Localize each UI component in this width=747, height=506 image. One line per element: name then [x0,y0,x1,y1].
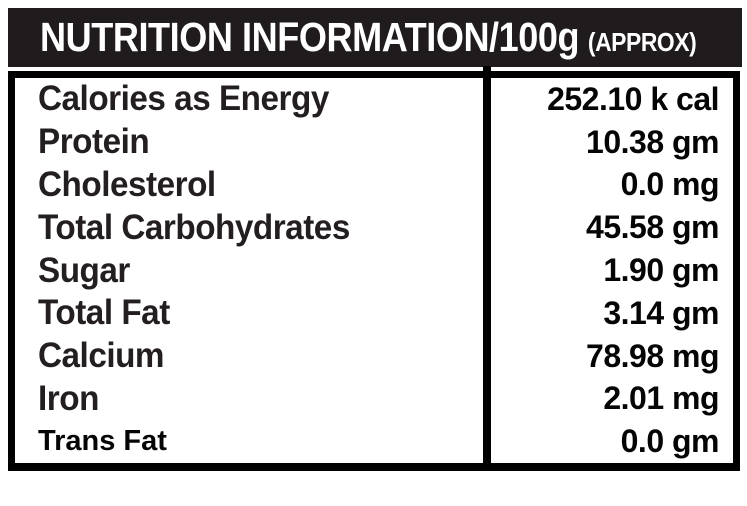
nutrient-value: 45.58 gm [586,209,719,246]
table-row-label: Iron [15,378,483,421]
nutrient-label: Total Fat [38,293,170,333]
table-row-value: 78.98 mg [491,335,733,378]
table-title: NUTRITION INFORMATION/100g [40,14,580,60]
nutrient-label: Cholesterol [38,164,216,204]
nutrient-value: 0.0 mg [620,166,720,203]
table-row-label: Protein [15,121,483,164]
table-row-value: 1.90 gm [491,249,733,292]
nutrient-value: 10.38 gm [586,123,719,160]
table-title-approx: (APPROX) [587,27,697,57]
nutrition-table: Calories as Energy Protein Cholesterol T… [8,71,740,471]
table-row-label: Total Carbohydrates [15,206,483,249]
nutrient-label: Calories as Energy [38,79,329,119]
table-row-label: Cholesterol [15,164,483,207]
header-bar: NUTRITION INFORMATION/100g (APPROX) [8,8,742,67]
nutrient-value: 252.10 k cal [547,80,719,117]
nutrient-label: Calcium [38,336,165,376]
table-row-value: 2.01 mg [491,378,733,421]
table-row-value: 0.0 mg [491,164,733,207]
nutrient-label: Trans Fat [38,425,167,458]
nutrient-labels-column: Calories as Energy Protein Cholesterol T… [15,78,483,463]
nutrient-label: Iron [38,378,99,418]
table-row-value: 0.0 gm [491,420,733,463]
nutrient-label: Protein [38,122,150,162]
table-row-label: Trans Fat [15,420,483,463]
header-line: NUTRITION INFORMATION/100g (APPROX) [40,14,697,61]
table-row-label: Sugar [15,249,483,292]
table-row-label: Calcium [15,335,483,378]
table-row-value: 3.14 gm [491,292,733,335]
nutrient-label: Sugar [38,250,130,290]
column-divider-bridge [483,66,491,72]
table-row-label: Calories as Energy [15,78,483,121]
nutrient-value: 78.98 mg [586,337,719,374]
nutrient-value: 1.90 gm [603,252,719,289]
nutrient-value: 0.0 gm [620,423,720,460]
nutrient-values-column: 252.10 k cal 10.38 gm 0.0 mg 45.58 gm 1.… [483,78,733,464]
nutrient-value: 3.14 gm [603,294,719,331]
table-row-value: 252.10 k cal [491,78,733,121]
nutrient-value: 2.01 mg [603,380,719,417]
table-row-value: 45.58 gm [491,206,733,249]
nutrient-label: Total Carbohydrates [38,207,350,247]
table-row-value: 10.38 gm [491,121,733,164]
table-row-label: Total Fat [15,292,483,335]
